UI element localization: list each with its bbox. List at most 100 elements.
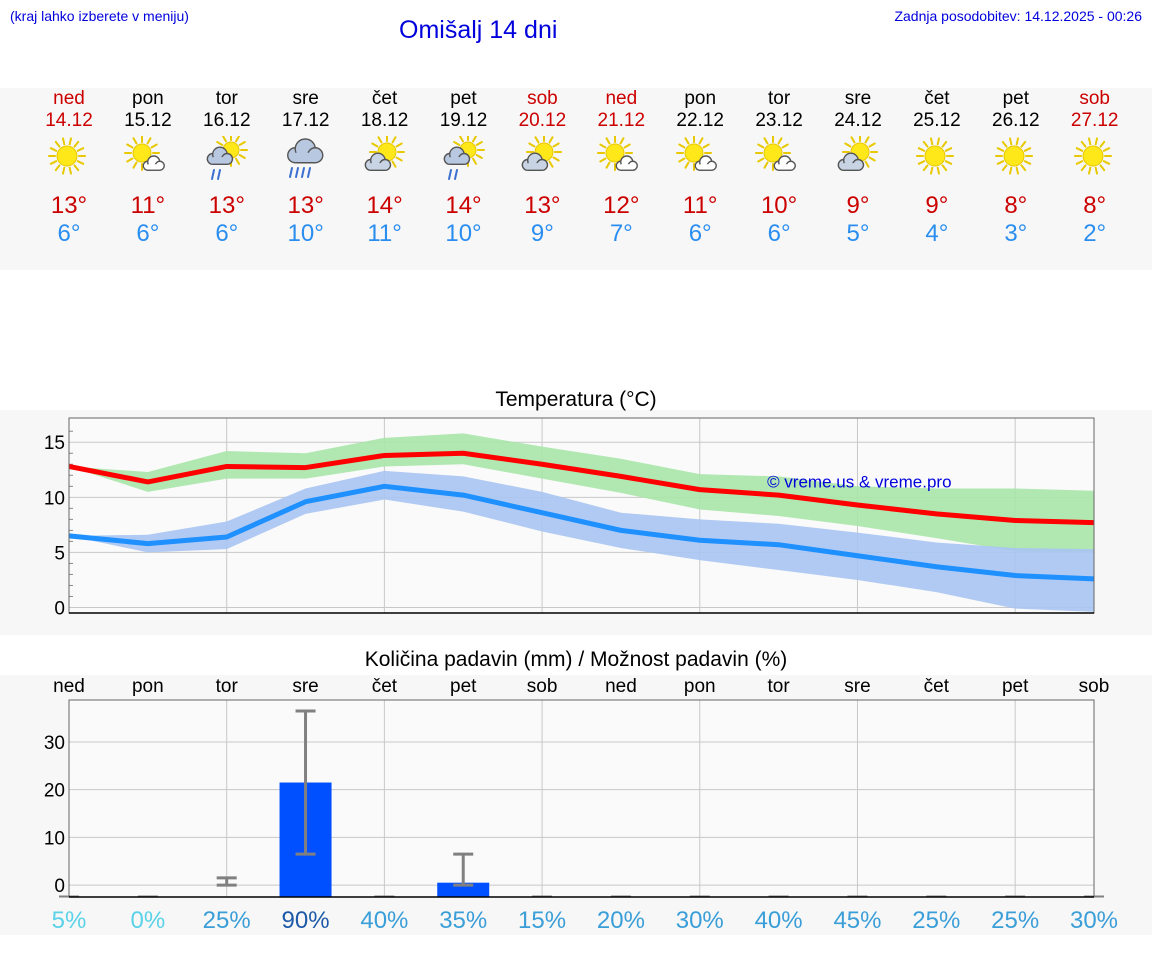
precip-probability: 5%: [52, 907, 87, 934]
y-tick-label: 30: [44, 733, 65, 754]
sun-cloud-icon: [676, 136, 718, 171]
temp-max: 11°: [682, 192, 718, 219]
error-bar: [216, 876, 237, 887]
temp-min: 7°: [609, 220, 633, 247]
category-label: tor: [768, 676, 791, 697]
category-label: sre: [292, 676, 318, 697]
temp-max: 14°: [366, 192, 403, 219]
cloud-sun-icon: [521, 136, 563, 172]
forecast-day: pet 26.12 8° 3°: [976, 88, 1056, 248]
temp-max: 13°: [208, 192, 245, 219]
forecast-day: pon 15.12 11° 6°: [108, 88, 188, 248]
category-label: pet: [450, 676, 477, 697]
sun-rain-icon: [443, 136, 485, 180]
day-name: sob: [1079, 88, 1110, 109]
category-label: ned: [53, 676, 85, 697]
forecast-day: ned 14.12 13° 6°: [29, 88, 109, 248]
day-name: ned: [605, 88, 638, 109]
temperature-chart: 0 5 10 15 © vreme.us & vreme.pro: [44, 417, 1095, 619]
day-date: 18.12: [360, 110, 409, 131]
day-date: 17.12: [281, 110, 330, 131]
day-name: tor: [215, 88, 238, 109]
sun-icon: [1073, 137, 1112, 175]
temp-max: 12°: [603, 192, 640, 219]
temperature-chart-title: Temperatura (°C): [495, 388, 657, 411]
forecast-days: ned 14.12 13° 6° pon 15.12 11° 6° tor 16.12 13° 6° s…: [0, 88, 1152, 270]
precip-probability: 25%: [991, 907, 1039, 934]
day-date: 19.12: [439, 110, 488, 131]
category-label: pon: [132, 676, 164, 697]
forecast-day: pon 22.12 11° 6°: [660, 88, 740, 248]
y-tick-label: 10: [44, 488, 65, 509]
category-label: pon: [684, 676, 716, 697]
day-name: pet: [1002, 88, 1029, 109]
temp-min: 2°: [1083, 220, 1107, 247]
precip-probability: 15%: [518, 907, 566, 934]
temp-max: 14°: [445, 192, 482, 219]
forecast-band: [0, 88, 1152, 270]
temp-min: 6°: [57, 220, 81, 247]
temp-max: 9°: [846, 192, 870, 219]
forecast-day: ned 21.12 12° 7°: [581, 88, 661, 248]
precip-bar: [437, 882, 490, 897]
day-date: 21.12: [597, 110, 646, 131]
temp-min: 9°: [530, 220, 554, 247]
temp-max: 13°: [50, 192, 88, 219]
day-name: sob: [527, 88, 558, 109]
day-name: pon: [132, 88, 164, 109]
y-tick-label: 0: [54, 876, 65, 897]
header-note: (kraj lahko izberete v meniju): [10, 8, 189, 24]
category-label: pet: [1002, 676, 1029, 697]
precip-probability: 45%: [833, 907, 881, 934]
temp-max: 8°: [1004, 192, 1028, 219]
forecast-day: sob 27.12 8° 2°: [1055, 88, 1135, 248]
temp-min: 5°: [846, 220, 870, 247]
y-tick-label: 5: [54, 543, 65, 564]
precip-probability: 40%: [360, 907, 408, 934]
precip-probability: 40%: [755, 907, 803, 934]
temp-min: 6°: [767, 220, 791, 247]
forecast-day: sob 20.12 13° 9°: [502, 88, 582, 248]
sun-icon: [915, 137, 954, 175]
y-tick-label: 20: [44, 781, 65, 802]
temp-min: 10°: [445, 220, 482, 247]
category-label: sre: [844, 676, 870, 697]
day-date: 16.12: [203, 110, 251, 131]
forecast-day: pet 19.12 14° 10°: [424, 88, 504, 248]
temp-min: 11°: [367, 220, 402, 247]
day-name: tor: [768, 88, 791, 109]
y-tick-label: 10: [44, 828, 65, 849]
category-label: čet: [924, 676, 950, 697]
precip-probability: 25%: [912, 907, 960, 934]
sun-rain-icon: [206, 136, 248, 180]
temp-max: 9°: [925, 192, 949, 219]
temp-min: 6°: [215, 220, 239, 247]
range-band-min: [69, 470, 1094, 612]
sun-cloud-icon: [755, 136, 797, 171]
precipitation-chart: ned pon tor sre čet pet sob ned pon tor sre čet pet s…: [44, 676, 1118, 934]
temp-min: 6°: [688, 220, 712, 247]
forecast-day: čet 25.12 9° 4°: [897, 88, 977, 248]
precip-probability: 90%: [282, 907, 330, 934]
temp-min: 4°: [925, 220, 949, 247]
day-date: 23.12: [755, 110, 803, 131]
day-name: čet: [371, 88, 398, 109]
temp-max: 13°: [524, 192, 561, 219]
temp-max: 8°: [1083, 192, 1107, 219]
precip-probability: 30%: [1070, 907, 1118, 934]
category-label: sob: [1079, 676, 1110, 697]
series-line-min: [68, 483, 1095, 582]
category-label: čet: [372, 676, 398, 697]
temp-min: 3°: [1004, 220, 1028, 247]
day-name: čet: [924, 88, 950, 109]
day-date: 27.12: [1070, 110, 1119, 131]
day-name: sre: [292, 88, 319, 109]
last-update: Zadnja posodobitev: 14.12.2025 - 00:26: [894, 8, 1142, 24]
day-name: pet: [450, 88, 477, 109]
day-name: pon: [684, 88, 717, 109]
precip-probability: 30%: [676, 907, 724, 934]
day-date: 15.12: [124, 110, 172, 131]
forecast-day: sre 24.12 9° 5°: [818, 88, 898, 248]
temp-min: 6°: [136, 220, 160, 247]
watermark: © vreme.us & vreme.pro: [767, 472, 951, 491]
